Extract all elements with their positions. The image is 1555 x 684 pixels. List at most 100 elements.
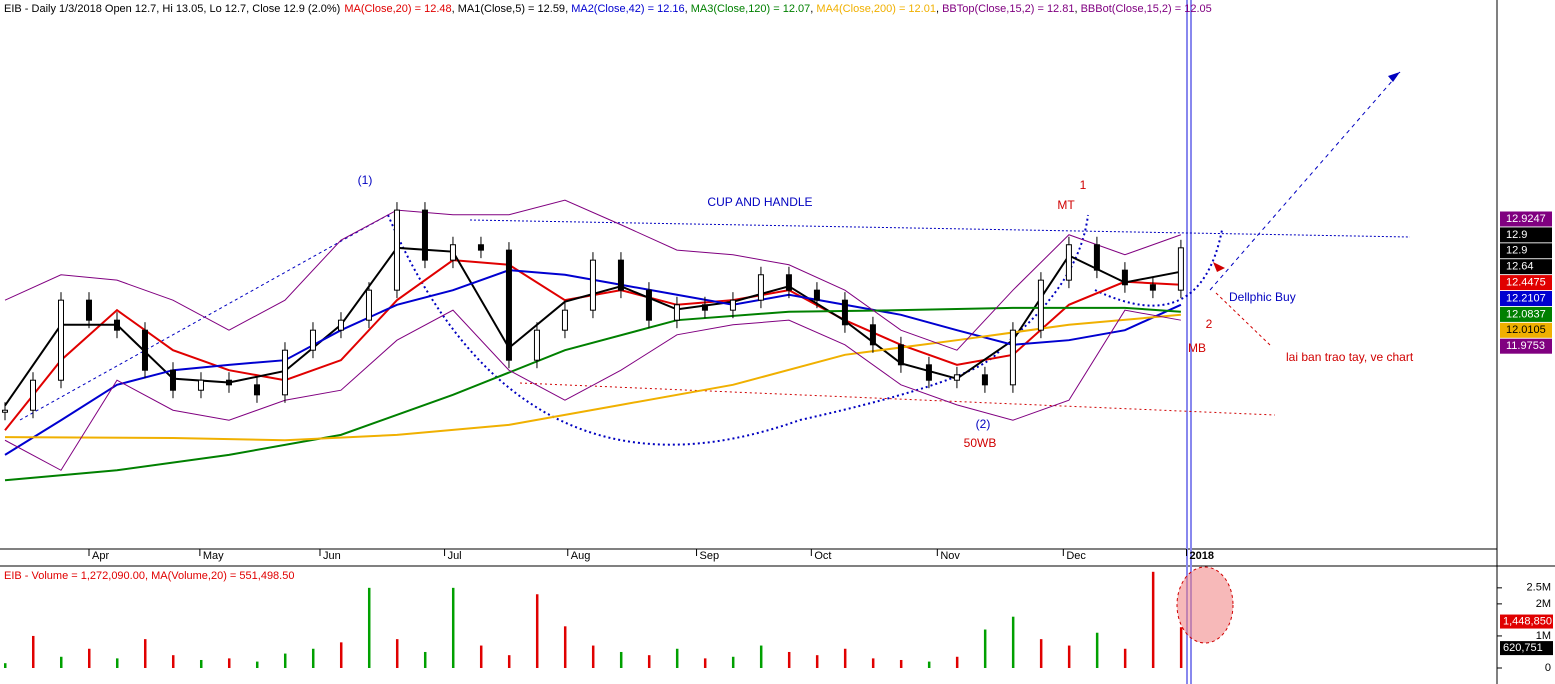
candle bbox=[897, 344, 904, 366]
legend-entry: MA3(Close,120) = 12.07 bbox=[691, 3, 811, 15]
candle bbox=[1149, 284, 1156, 291]
volume-bar bbox=[31, 635, 35, 668]
legend-entry: MA(Close,20) = 12.48 bbox=[344, 3, 451, 15]
annotation: lai ban trao tay, ve chart bbox=[1286, 350, 1414, 364]
x-tick-label: Sep bbox=[700, 550, 720, 562]
volume-bar bbox=[171, 655, 175, 668]
volume-bar bbox=[339, 642, 343, 668]
candle bbox=[589, 259, 596, 311]
trend-line bbox=[19, 214, 389, 421]
candle bbox=[701, 304, 708, 311]
candle bbox=[673, 304, 680, 321]
volume-bar bbox=[423, 651, 427, 668]
price-tag-box bbox=[1500, 227, 1552, 243]
candle bbox=[869, 324, 876, 346]
series-line bbox=[4, 306, 1181, 482]
candle bbox=[1009, 329, 1016, 386]
volume-bar bbox=[199, 659, 203, 668]
candle bbox=[225, 379, 232, 386]
candle bbox=[617, 259, 624, 291]
y-tick-label: 2.5M bbox=[1527, 582, 1551, 594]
volume-bar bbox=[479, 645, 483, 668]
price-tag: 12.9 bbox=[1506, 229, 1527, 241]
arrow-head bbox=[1213, 262, 1225, 272]
volume-bar bbox=[1067, 645, 1071, 668]
candle bbox=[141, 329, 148, 371]
volume-bar bbox=[1039, 639, 1043, 668]
candle bbox=[449, 244, 456, 261]
price-tag: 12.0105 bbox=[1506, 324, 1546, 336]
volume-tag: 620,751 bbox=[1503, 642, 1543, 654]
candle bbox=[729, 299, 736, 311]
candle bbox=[1093, 244, 1100, 271]
annotation: 2 bbox=[1206, 317, 1213, 331]
candle bbox=[561, 309, 568, 331]
volume-bar bbox=[759, 645, 763, 668]
price-tag-box bbox=[1500, 211, 1552, 227]
candle bbox=[925, 364, 932, 381]
chart-title: EIB - Volume = 1,272,090.00, MA(Volume,2… bbox=[4, 570, 294, 582]
legend-entry: BBBot(Close,15,2) = 12.05 bbox=[1081, 3, 1212, 15]
volume-bar bbox=[395, 639, 399, 668]
x-tick-label: 2018 bbox=[1190, 550, 1214, 562]
x-tick-label: Apr bbox=[92, 550, 109, 562]
volume-bar bbox=[591, 645, 595, 668]
candle bbox=[393, 209, 400, 291]
candle bbox=[757, 274, 764, 301]
price-tag-box bbox=[1500, 322, 1552, 338]
price-tag-box bbox=[1500, 338, 1552, 354]
candle bbox=[57, 299, 64, 381]
x-tick-label: Nov bbox=[940, 550, 960, 562]
chart-title: EIB - Daily 1/3/2018 Open 12.7, Hi 13.05… bbox=[4, 3, 340, 15]
volume-highlight bbox=[1176, 566, 1234, 644]
annotation: (2) bbox=[976, 417, 991, 431]
legend-entry: BBTop(Close,15,2) = 12.81 bbox=[942, 3, 1074, 15]
volume-bar bbox=[4, 663, 7, 668]
candle bbox=[645, 289, 652, 321]
price-tag-box bbox=[1500, 243, 1552, 259]
y-tick-label: 1M bbox=[1536, 630, 1551, 642]
price-tag: 11.9753 bbox=[1506, 340, 1545, 352]
volume-bar bbox=[115, 658, 119, 668]
x-tick-label: Dec bbox=[1066, 550, 1086, 562]
volume-bar bbox=[787, 651, 791, 668]
candle bbox=[813, 289, 820, 301]
candle bbox=[421, 209, 428, 261]
volume-bar bbox=[1123, 648, 1127, 668]
y-tick-label: 2M bbox=[1536, 598, 1551, 610]
candle bbox=[477, 244, 484, 251]
candle bbox=[309, 329, 316, 351]
candle bbox=[197, 379, 204, 391]
legend-entry: MA1(Close,5) = 12.59 bbox=[458, 3, 565, 15]
volume-bar bbox=[563, 626, 567, 668]
volume-bar bbox=[451, 587, 455, 668]
volume-bar bbox=[1179, 627, 1183, 668]
price-tag-box bbox=[1500, 259, 1552, 275]
annotations: (1) CUP AND HANDLE 1 MT (2) 50WB 2 MB De… bbox=[358, 173, 1414, 450]
candle bbox=[1177, 247, 1184, 291]
volume-bar bbox=[227, 658, 231, 668]
volume-tag-box bbox=[1500, 614, 1553, 629]
chart-header: EIB - Volume = 1,272,090.00, MA(Volume,2… bbox=[4, 570, 294, 582]
x-tick-label: Oct bbox=[814, 550, 831, 562]
candle bbox=[1037, 279, 1044, 331]
volume-bar bbox=[311, 648, 315, 668]
annotation: (1) bbox=[358, 173, 373, 187]
volume-bar bbox=[1095, 632, 1099, 668]
annotation: MT bbox=[1057, 198, 1075, 212]
candle bbox=[2, 409, 8, 413]
resistance-line bbox=[469, 219, 1411, 238]
volume-bar bbox=[283, 653, 287, 668]
volume-bar bbox=[675, 648, 679, 668]
volume-bar bbox=[1151, 571, 1155, 668]
volume-tag: 1,448,850 bbox=[1503, 615, 1552, 627]
y-tick-label: 0 bbox=[1545, 662, 1551, 674]
candle bbox=[953, 374, 960, 381]
series-line bbox=[4, 199, 1182, 351]
price-tag: 12.4475 bbox=[1506, 277, 1546, 289]
volume-bar bbox=[367, 587, 371, 668]
x-tick-label: Jul bbox=[448, 550, 462, 562]
candle bbox=[533, 329, 540, 361]
volume-bar bbox=[955, 656, 959, 668]
candle bbox=[841, 299, 848, 326]
